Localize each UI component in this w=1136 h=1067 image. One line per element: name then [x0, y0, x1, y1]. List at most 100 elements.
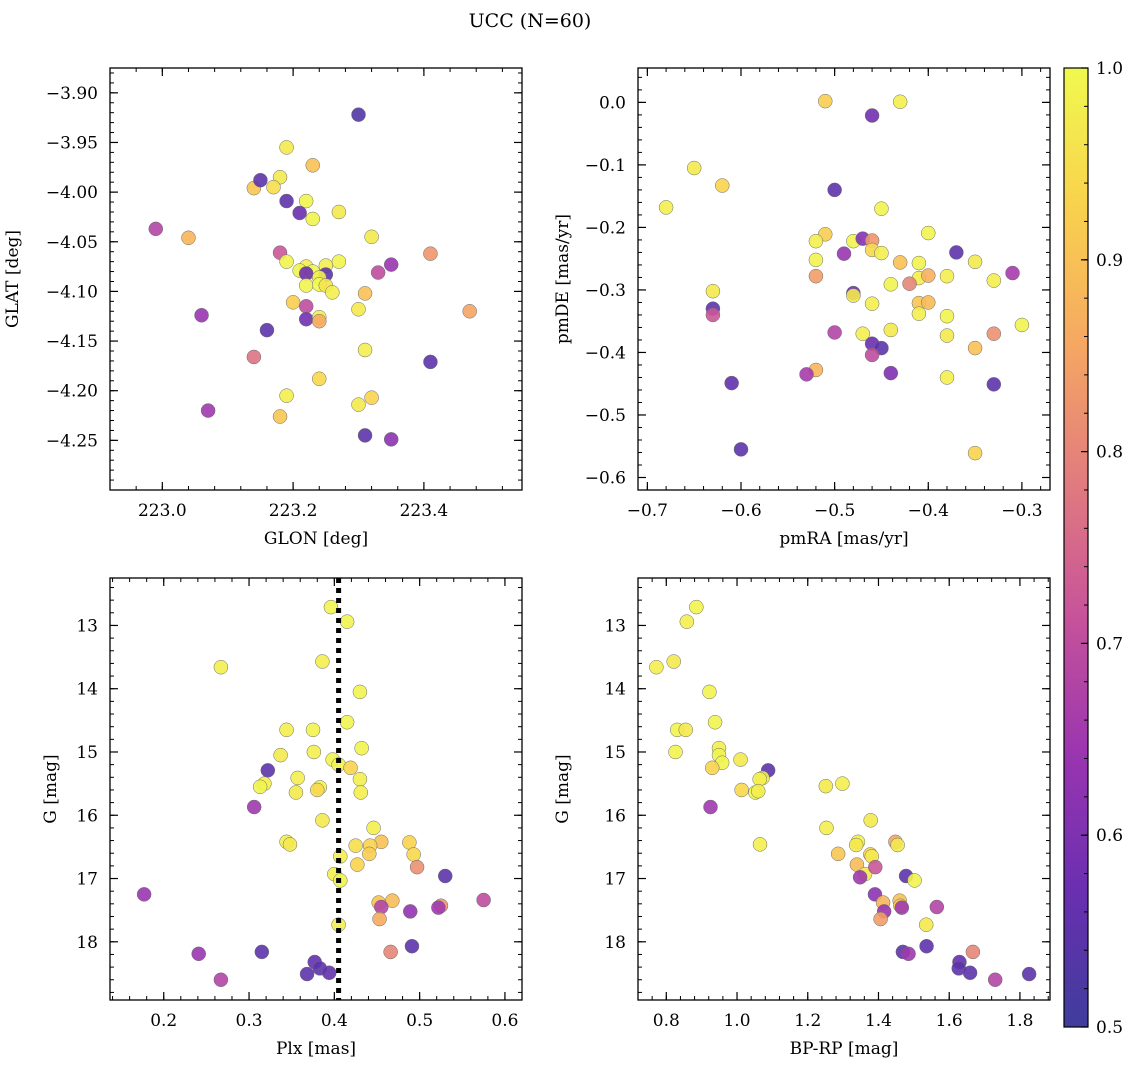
- data-point: [864, 347, 880, 363]
- data-point: [253, 172, 268, 188]
- data-point: [339, 715, 355, 730]
- colorbar: 0.5 0.6 0.7 0.8 0.9 1.0: [1063, 59, 1123, 1038]
- data-point: [305, 158, 320, 173]
- data-point: [658, 200, 674, 215]
- data-point: [364, 390, 379, 405]
- y-tick-label: 13: [604, 616, 626, 636]
- x-tick-label: 1.4: [865, 1011, 892, 1031]
- data-point: [818, 778, 834, 794]
- data-point: [181, 230, 196, 246]
- y-tick-label: 17: [76, 870, 98, 890]
- x-tick-label: 1.2: [794, 1011, 821, 1031]
- x-axis-label: Plx [mas]: [276, 1039, 356, 1059]
- colorbar-tick-label: 0.8: [1096, 443, 1123, 463]
- data-point: [986, 326, 1002, 341]
- data-point: [246, 349, 262, 365]
- data-point: [404, 938, 420, 954]
- x-tick-label: 0.5: [406, 1011, 433, 1031]
- data-point: [986, 273, 1002, 288]
- scatter-glon-glat: 223.0 223.2 223.4 −3.90 −3.95 −4.00 −4.05 −4.10…: [3, 67, 523, 549]
- data-point: [321, 965, 337, 981]
- y-tick-label: −3.90: [46, 84, 98, 104]
- x-tick-label: −0.3: [1001, 501, 1042, 521]
- data-point: [315, 813, 330, 828]
- data-point: [292, 205, 307, 221]
- figure-title: UCC (N=60): [469, 10, 592, 32]
- data-point: [259, 322, 275, 338]
- data-point: [200, 403, 216, 418]
- y-tick-label: 18: [76, 933, 98, 953]
- data-point: [890, 837, 905, 853]
- plot-frame: [109, 577, 523, 1001]
- data-point: [855, 326, 870, 341]
- data-point: [351, 302, 366, 317]
- data-point: [348, 838, 363, 853]
- data-point: [260, 763, 276, 778]
- data-point: [136, 887, 152, 902]
- data-point: [298, 311, 314, 327]
- data-point: [352, 684, 368, 700]
- colorbar-tick-label: 0.9: [1096, 251, 1123, 271]
- data-point: [864, 108, 880, 123]
- data-point: [354, 740, 369, 756]
- data-point: [702, 684, 717, 700]
- data-point: [873, 911, 888, 927]
- data-point: [246, 799, 262, 815]
- data-point: [372, 911, 387, 927]
- data-point: [315, 654, 330, 669]
- data-point: [678, 722, 693, 738]
- colorbar-tick-label: 0.7: [1096, 634, 1123, 654]
- data-point: [808, 268, 824, 284]
- data-point: [939, 268, 955, 284]
- data-point: [827, 182, 842, 198]
- data-point: [403, 904, 418, 919]
- data-point: [288, 785, 304, 800]
- data-point: [703, 799, 718, 815]
- data-point: [357, 428, 373, 443]
- data-point: [366, 820, 381, 836]
- data-point: [962, 965, 978, 981]
- x-tick-label: −0.7: [627, 501, 668, 521]
- data-point: [279, 254, 294, 269]
- colorbar-tick-label: 1.0: [1096, 59, 1123, 79]
- x-tick-label: 0.2: [150, 1011, 177, 1031]
- data-point: [666, 654, 681, 669]
- data-point: [305, 722, 321, 738]
- data-point: [362, 846, 377, 862]
- data-point: [266, 179, 281, 195]
- colorbar-gradient: [1063, 67, 1089, 1028]
- y-tick-label: −4.05: [46, 233, 98, 253]
- data-point: [752, 837, 768, 852]
- plot-frame: [637, 67, 1051, 491]
- x-tick-label: 0.4: [321, 1011, 348, 1031]
- data-point: [364, 229, 379, 245]
- data-point: [827, 325, 842, 340]
- y-tick-label: −4.15: [46, 332, 98, 352]
- data-point: [343, 760, 358, 776]
- data-point: [929, 899, 945, 915]
- data-point: [351, 397, 366, 412]
- x-tick-label: −0.5: [814, 501, 855, 521]
- data-point: [852, 870, 868, 885]
- x-tick-label: −0.6: [720, 501, 761, 521]
- data-point: [919, 938, 934, 954]
- y-tick-label: 13: [76, 616, 98, 636]
- data-point: [874, 201, 889, 216]
- data-point: [323, 599, 339, 615]
- data-point: [874, 245, 889, 261]
- y-tick-label: 17: [604, 870, 626, 890]
- data-point: [819, 820, 834, 836]
- data-point: [686, 160, 702, 176]
- y-tick-label: −0.4: [585, 343, 626, 363]
- y-tick-label: 18: [604, 933, 626, 953]
- data-point: [299, 966, 315, 982]
- data-point: [351, 107, 366, 122]
- data-point: [285, 295, 301, 310]
- data-point: [808, 233, 824, 249]
- data-point: [279, 388, 294, 403]
- data-point: [282, 837, 298, 852]
- y-tick-label: −4.25: [46, 431, 98, 451]
- scatter-plx-g: 0.2 0.3 0.4 0.5 0.6 13 14 15 16 17 18 Plx [mas] G …: [41, 577, 523, 1059]
- data-point: [967, 445, 983, 461]
